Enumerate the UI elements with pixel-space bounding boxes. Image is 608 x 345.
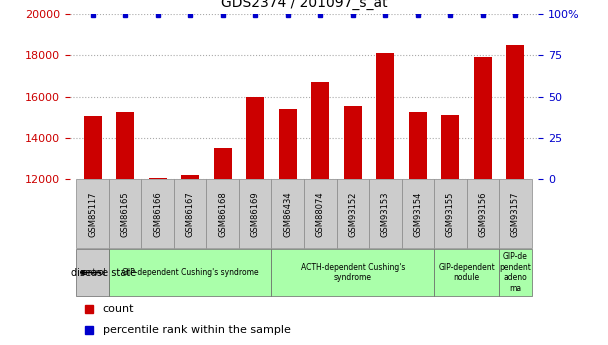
FancyBboxPatch shape: [239, 179, 272, 248]
Bar: [181, 175, 199, 345]
Text: GSM93156: GSM93156: [478, 191, 487, 237]
Text: GSM93157: GSM93157: [511, 191, 520, 237]
Text: GSM88074: GSM88074: [316, 191, 325, 237]
Bar: [116, 112, 134, 345]
FancyBboxPatch shape: [434, 179, 466, 248]
Bar: [311, 82, 329, 345]
FancyBboxPatch shape: [272, 249, 434, 296]
Bar: [474, 57, 492, 345]
FancyBboxPatch shape: [434, 249, 499, 296]
Text: GSM86169: GSM86169: [250, 191, 260, 237]
FancyBboxPatch shape: [109, 179, 142, 248]
Text: ACTH-dependent Cushing's
syndrome: ACTH-dependent Cushing's syndrome: [300, 263, 405, 282]
Text: control: control: [79, 268, 106, 277]
Text: GSM93152: GSM93152: [348, 191, 358, 237]
Title: GDS2374 / 201097_s_at: GDS2374 / 201097_s_at: [221, 0, 387, 10]
FancyBboxPatch shape: [174, 179, 207, 248]
Text: GIP-dependent Cushing's syndrome: GIP-dependent Cushing's syndrome: [122, 268, 258, 277]
Text: GSM86165: GSM86165: [121, 191, 130, 237]
FancyBboxPatch shape: [272, 179, 304, 248]
Text: GIP-de
pendent
adeno
ma: GIP-de pendent adeno ma: [499, 253, 531, 293]
Text: GSM93155: GSM93155: [446, 191, 455, 237]
Text: GSM86166: GSM86166: [153, 191, 162, 237]
Bar: [246, 97, 264, 345]
FancyBboxPatch shape: [466, 179, 499, 248]
Text: disease state: disease state: [71, 268, 136, 277]
Text: GSM93153: GSM93153: [381, 191, 390, 237]
Bar: [84, 116, 102, 345]
Bar: [214, 148, 232, 345]
FancyBboxPatch shape: [109, 249, 272, 296]
Text: GSM86167: GSM86167: [185, 191, 195, 237]
FancyBboxPatch shape: [369, 179, 401, 248]
FancyBboxPatch shape: [77, 179, 109, 248]
Bar: [409, 112, 427, 345]
Bar: [279, 109, 297, 345]
Text: GSM86434: GSM86434: [283, 191, 292, 237]
FancyBboxPatch shape: [304, 179, 336, 248]
FancyBboxPatch shape: [142, 179, 174, 248]
FancyBboxPatch shape: [77, 249, 109, 296]
Bar: [344, 106, 362, 345]
Bar: [376, 53, 394, 345]
Bar: [441, 115, 459, 345]
Text: GSM93154: GSM93154: [413, 191, 423, 237]
Text: count: count: [103, 304, 134, 314]
Text: GSM85117: GSM85117: [88, 191, 97, 237]
FancyBboxPatch shape: [401, 179, 434, 248]
Bar: [149, 178, 167, 345]
FancyBboxPatch shape: [336, 179, 369, 248]
FancyBboxPatch shape: [499, 249, 531, 296]
Text: GIP-dependent
nodule: GIP-dependent nodule: [438, 263, 495, 282]
Text: percentile rank within the sample: percentile rank within the sample: [103, 325, 291, 335]
Text: GSM86168: GSM86168: [218, 191, 227, 237]
FancyBboxPatch shape: [207, 179, 239, 248]
FancyBboxPatch shape: [499, 179, 531, 248]
Bar: [506, 45, 524, 345]
